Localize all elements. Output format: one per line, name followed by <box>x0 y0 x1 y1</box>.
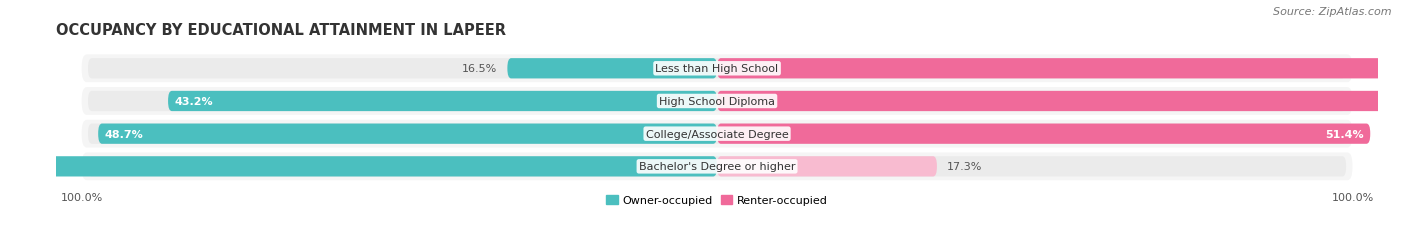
FancyBboxPatch shape <box>98 124 717 144</box>
Text: 48.7%: 48.7% <box>104 129 143 139</box>
FancyBboxPatch shape <box>717 157 936 177</box>
FancyBboxPatch shape <box>89 59 1346 79</box>
Text: Source: ZipAtlas.com: Source: ZipAtlas.com <box>1274 7 1392 17</box>
Text: High School Diploma: High School Diploma <box>659 97 775 106</box>
Text: 17.3%: 17.3% <box>948 162 983 172</box>
Text: OCCUPANCY BY EDUCATIONAL ATTAINMENT IN LAPEER: OCCUPANCY BY EDUCATIONAL ATTAINMENT IN L… <box>56 23 506 38</box>
Text: 56.8%: 56.8% <box>1393 97 1406 106</box>
FancyBboxPatch shape <box>717 59 1406 79</box>
Text: Less than High School: Less than High School <box>655 64 779 74</box>
FancyBboxPatch shape <box>82 153 1353 180</box>
FancyBboxPatch shape <box>717 124 1371 144</box>
FancyBboxPatch shape <box>89 124 1346 144</box>
FancyBboxPatch shape <box>82 120 1353 148</box>
Text: 16.5%: 16.5% <box>463 64 498 74</box>
FancyBboxPatch shape <box>89 157 1346 177</box>
FancyBboxPatch shape <box>508 59 717 79</box>
Text: 43.2%: 43.2% <box>174 97 214 106</box>
Text: Bachelor's Degree or higher: Bachelor's Degree or higher <box>638 162 796 172</box>
FancyBboxPatch shape <box>169 91 717 112</box>
FancyBboxPatch shape <box>82 88 1353 115</box>
FancyBboxPatch shape <box>0 157 717 177</box>
FancyBboxPatch shape <box>717 91 1406 112</box>
FancyBboxPatch shape <box>89 91 1346 112</box>
Text: College/Associate Degree: College/Associate Degree <box>645 129 789 139</box>
Legend: Owner-occupied, Renter-occupied: Owner-occupied, Renter-occupied <box>602 190 832 210</box>
Text: 51.4%: 51.4% <box>1326 129 1364 139</box>
FancyBboxPatch shape <box>82 55 1353 83</box>
